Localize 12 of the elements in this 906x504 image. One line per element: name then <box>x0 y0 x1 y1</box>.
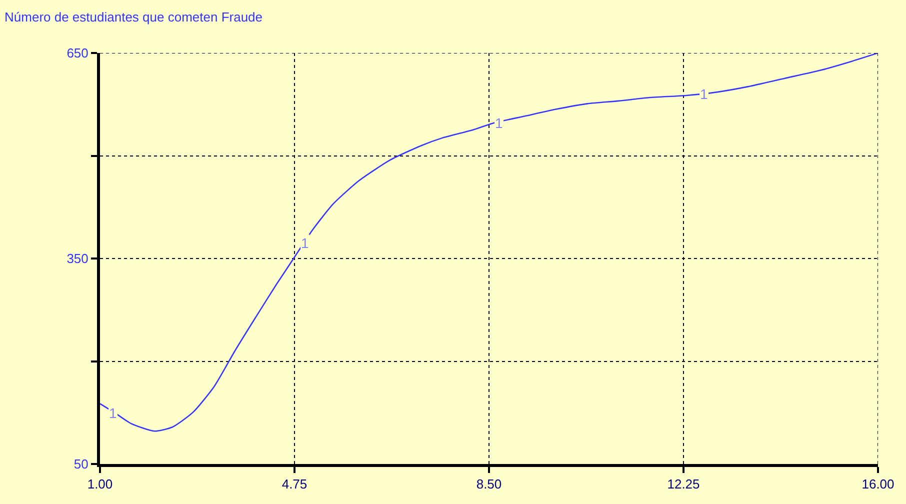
y-tick-label: 350 <box>66 251 88 266</box>
chart-title: Número de estudiantes que cometen Fraude <box>4 10 263 25</box>
x-tick-label: 8.50 <box>476 476 502 492</box>
x-tick-label: 16.00 <box>862 476 894 492</box>
x-tick-label: 4.75 <box>282 476 308 492</box>
x-tick-label: 12.25 <box>667 476 700 492</box>
y-tick-label: 650 <box>66 46 88 61</box>
x-tick-label: 1.00 <box>87 476 113 492</box>
y-tick-label: 50 <box>74 456 88 472</box>
annotation: 1 <box>495 115 503 131</box>
annotation: 1 <box>301 235 309 251</box>
annotation: 1 <box>700 86 708 102</box>
